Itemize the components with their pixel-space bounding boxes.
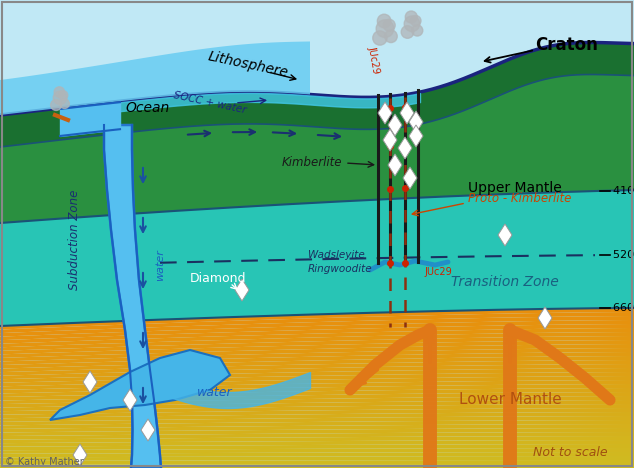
Text: JUc29: JUc29 xyxy=(424,267,452,277)
Polygon shape xyxy=(0,42,310,115)
Text: Wadsleyite
Ringwoodite: Wadsleyite Ringwoodite xyxy=(308,250,373,274)
Text: Ocean: Ocean xyxy=(126,101,170,115)
Text: water: water xyxy=(197,387,233,400)
Circle shape xyxy=(377,14,391,28)
Text: Diamond: Diamond xyxy=(190,271,246,285)
Circle shape xyxy=(405,11,417,23)
Text: JUc29: JUc29 xyxy=(366,45,381,74)
Polygon shape xyxy=(409,111,423,133)
Text: water: water xyxy=(155,249,165,281)
Text: Transition Zone: Transition Zone xyxy=(451,275,559,289)
Polygon shape xyxy=(378,102,392,124)
Polygon shape xyxy=(403,167,417,189)
Circle shape xyxy=(53,91,67,105)
Polygon shape xyxy=(400,102,414,124)
Text: Craton: Craton xyxy=(535,36,598,54)
Polygon shape xyxy=(141,419,155,441)
Text: 660 km: 660 km xyxy=(613,303,634,313)
Text: 520 km: 520 km xyxy=(613,250,634,260)
Polygon shape xyxy=(388,114,402,136)
Circle shape xyxy=(410,15,421,26)
Text: Lower Mantle: Lower Mantle xyxy=(458,393,561,408)
Text: 410 km: 410 km xyxy=(613,186,634,196)
Circle shape xyxy=(54,87,65,97)
Circle shape xyxy=(59,91,68,100)
Text: © Kathy Mather: © Kathy Mather xyxy=(5,457,84,467)
Circle shape xyxy=(411,25,423,36)
Text: Lithosphere: Lithosphere xyxy=(207,50,290,80)
Circle shape xyxy=(384,19,395,31)
Polygon shape xyxy=(538,307,552,329)
Polygon shape xyxy=(409,125,423,147)
Polygon shape xyxy=(104,125,161,468)
Circle shape xyxy=(385,30,398,43)
Polygon shape xyxy=(73,444,87,466)
Text: SOCC + water: SOCC + water xyxy=(172,90,247,116)
Polygon shape xyxy=(498,224,512,246)
Text: Kimberlite: Kimberlite xyxy=(281,155,342,168)
Text: Not to scale: Not to scale xyxy=(533,446,607,459)
Polygon shape xyxy=(383,129,397,151)
Text: Subduction Zone: Subduction Zone xyxy=(68,190,82,290)
Circle shape xyxy=(376,20,394,37)
Text: Upper Mantle: Upper Mantle xyxy=(468,181,562,195)
Circle shape xyxy=(401,26,414,38)
Circle shape xyxy=(404,16,420,31)
Polygon shape xyxy=(123,389,137,411)
Polygon shape xyxy=(50,350,230,420)
Polygon shape xyxy=(398,137,412,159)
Circle shape xyxy=(51,100,61,110)
Text: Proto - Kimberlite: Proto - Kimberlite xyxy=(468,191,571,205)
Polygon shape xyxy=(388,154,402,176)
Circle shape xyxy=(373,31,387,45)
Polygon shape xyxy=(235,279,249,301)
Polygon shape xyxy=(83,371,97,393)
Circle shape xyxy=(60,99,69,109)
